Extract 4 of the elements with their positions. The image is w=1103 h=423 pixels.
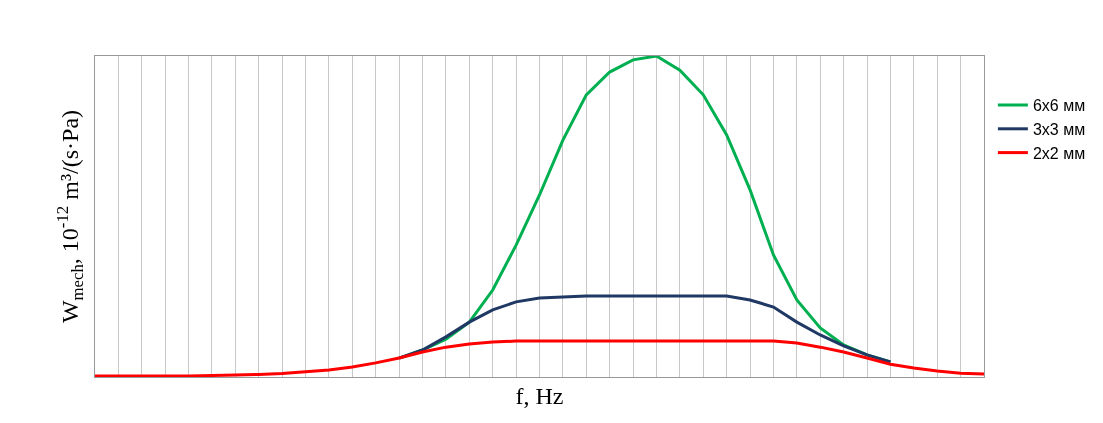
x-axis-title: f, Hz: [515, 382, 564, 409]
legend-label: 6x6 мм: [1032, 97, 1086, 115]
legend-label: 2x2 мм: [1032, 144, 1086, 162]
legend-label: 3x3 мм: [1032, 121, 1086, 139]
